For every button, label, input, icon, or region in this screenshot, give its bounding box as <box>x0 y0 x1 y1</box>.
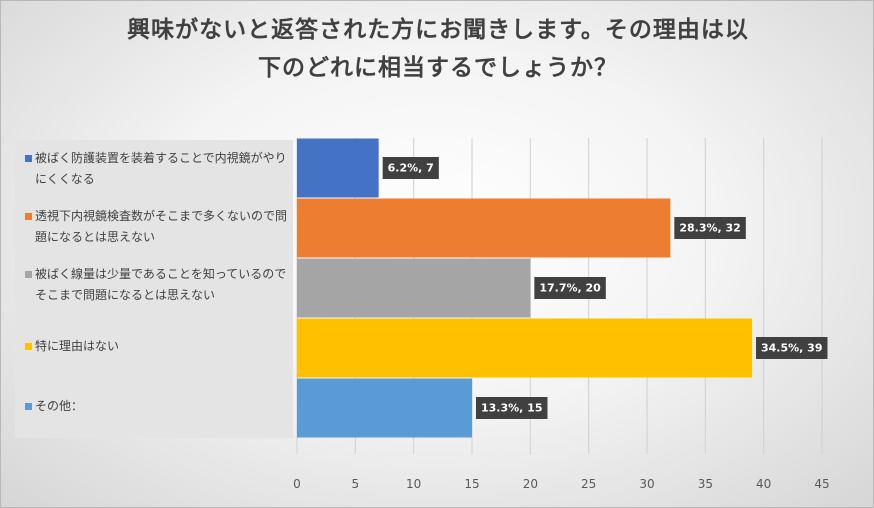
legend-swatch-1 <box>25 213 32 220</box>
legend-swatch-4 <box>25 403 32 410</box>
legend-item-0: 被ばく防護装置を装着することで内視鏡がやりにくくなる <box>25 148 293 190</box>
bar-3 <box>297 318 752 378</box>
data-label-2: 17.7%, 20 <box>534 277 606 299</box>
x-tick-label-35: 35 <box>698 477 713 491</box>
x-axis-ticks: 0 5 10 15 20 25 30 35 40 45 <box>293 477 829 491</box>
data-label-text-2: 17.7%, 20 <box>539 282 601 295</box>
bar-2 <box>297 258 531 318</box>
data-labels: 6.2%, 7 28.3%, 32 17.7%, 20 34.5%, 39 13.3%,… <box>382 157 828 419</box>
x-tick-label-20: 20 <box>523 477 538 491</box>
legend-item-1: 透視下内視鏡検査数がそこまで多くないので問題になるとは思えない <box>25 206 293 248</box>
x-tick-label-30: 30 <box>639 477 654 491</box>
legend-swatch-3 <box>25 343 32 350</box>
data-label-3: 34.5%, 39 <box>756 337 828 359</box>
data-label-bg-1 <box>674 217 746 239</box>
data-label-0: 6.2%, 7 <box>382 157 439 179</box>
data-label-text-0: 6.2%, 7 <box>388 162 434 175</box>
x-tick-label-45: 45 <box>814 477 829 491</box>
x-tick-label-25: 25 <box>581 477 596 491</box>
legend-label-3: 特に理由はない <box>35 339 120 353</box>
legend-item-3: 特に理由はない <box>25 336 293 357</box>
bar-0 <box>297 138 379 198</box>
data-label-1: 28.3%, 32 <box>674 217 746 239</box>
bar-4 <box>297 378 472 438</box>
legend: 被ばく防護装置を装着することで内視鏡がやりにくくなる 透視下内視鏡検査数がそこまで… <box>15 140 293 438</box>
legend-label-2: 被ばく線量は少量であることを知っているのでそこまで問題になるとは思えない <box>35 267 287 302</box>
legend-item-2: 被ばく線量は少量であることを知っているのでそこまで問題になるとは思えない <box>25 264 293 306</box>
x-tick-label-15: 15 <box>464 477 479 491</box>
data-label-text-4: 13.3%, 15 <box>481 402 542 415</box>
bar-1 <box>297 198 671 258</box>
legend-label-1: 透視下内視鏡検査数がそこまで多くないので問題になるとは思えない <box>35 209 288 244</box>
data-label-bg-4 <box>476 397 548 419</box>
data-label-text-3: 34.5%, 39 <box>761 342 822 355</box>
x-tick-label-10: 10 <box>406 477 421 491</box>
data-label-4: 13.3%, 15 <box>476 397 548 419</box>
chart-title-line-1: 興味がないと返答された方にお聞きします。その理由は以 <box>127 17 749 43</box>
chart-title: 興味がないと返答された方にお聞きします。その理由は以 下のどれに相当するでしょう… <box>1 11 873 87</box>
x-tick-label-5: 5 <box>352 477 360 491</box>
data-label-bg-0 <box>382 157 439 179</box>
x-tick-label-40: 40 <box>756 477 771 491</box>
bars <box>297 138 752 438</box>
data-label-text-1: 28.3%, 32 <box>679 222 740 235</box>
x-tick-label-0: 0 <box>293 477 301 491</box>
legend-label-0: 被ばく防護装置を装着することで内視鏡がやりにくくなる <box>35 151 287 186</box>
data-label-bg-2 <box>534 277 606 299</box>
legend-label-4: その他： <box>35 399 84 413</box>
data-label-bg-3 <box>756 337 828 359</box>
legend-swatch-2 <box>25 271 32 278</box>
legend-item-4: その他： <box>25 396 293 417</box>
chart-title-line-2: 下のどれに相当するでしょうか？ <box>258 55 618 81</box>
legend-swatch-0 <box>25 155 32 162</box>
